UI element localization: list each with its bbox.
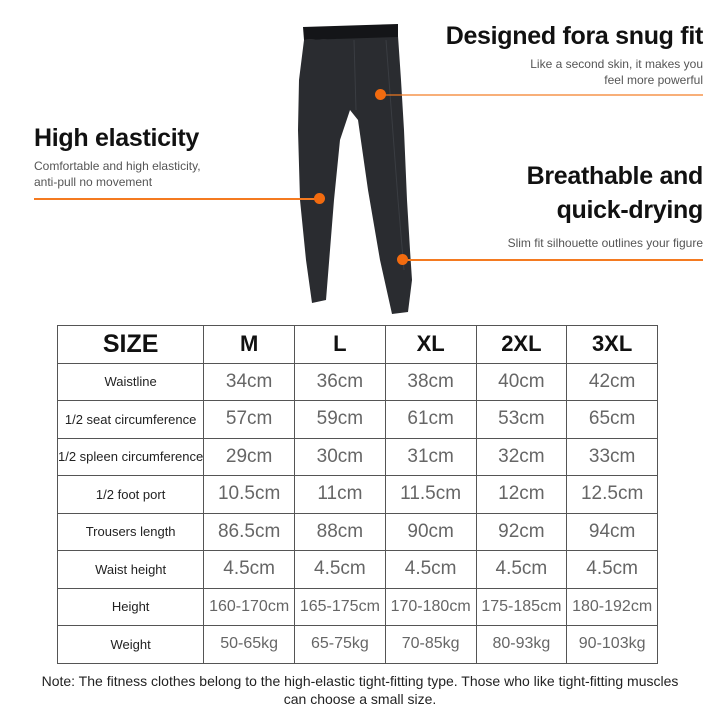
- table-cell: 92cm: [475, 512, 568, 551]
- table-cell: 12.5cm: [566, 475, 658, 514]
- row-label: Waistline: [56, 362, 205, 401]
- size-header-cell: XL: [384, 325, 477, 364]
- feature-title-elasticity: High elasticity: [34, 124, 199, 152]
- table-cell: 61cm: [384, 400, 477, 439]
- table-row: Waistline 34cm 36cm 38cm 40cm 42cm: [56, 362, 658, 401]
- table-cell: 30cm: [294, 437, 386, 476]
- table-cell: 33cm: [566, 437, 658, 476]
- feature-title-breathable: Breathable and: [526, 162, 704, 190]
- table-header-row: SIZE M L XL 2XL 3XL: [56, 325, 658, 364]
- table-cell: 86.5cm: [203, 512, 295, 551]
- table-cell: 160-170cm: [203, 587, 295, 626]
- table-cell: 80-93kg: [475, 625, 568, 664]
- table-cell: 40cm: [475, 362, 568, 401]
- feature-title-quick-drying: quick-drying: [556, 196, 704, 224]
- table-cell: 70-85kg: [384, 625, 477, 664]
- table-cell: 36cm: [294, 362, 386, 401]
- size-header-cell: L: [294, 325, 386, 364]
- leggings-image: [298, 24, 412, 314]
- desc-line: Comfortable and high elasticity,: [34, 159, 201, 173]
- row-label: Height: [56, 587, 205, 626]
- table-cell: 32cm: [475, 437, 568, 476]
- table-cell: 11cm: [294, 475, 386, 514]
- table-cell: 175-185cm: [475, 587, 568, 626]
- row-label: Weight: [56, 625, 205, 664]
- table-cell: 59cm: [294, 400, 386, 439]
- table-cell: 65-75kg: [294, 625, 386, 664]
- feature-desc-snug-fit: Like a second skin, it makes you feel mo…: [530, 56, 703, 88]
- row-label: 1/2 foot port: [56, 475, 205, 514]
- table-cell: 4.5cm: [566, 550, 658, 589]
- table-cell: 42cm: [566, 362, 658, 401]
- callout-line: [384, 94, 703, 96]
- size-chart-table: SIZE M L XL 2XL 3XL Waistline 34cm 36cm 38cm 40cm 4…: [56, 325, 658, 664]
- table-cell: 94cm: [566, 512, 658, 551]
- desc-line: Like a second skin, it makes you: [530, 57, 703, 71]
- table-cell: 12cm: [475, 475, 568, 514]
- table-cell: 4.5cm: [475, 550, 568, 589]
- table-cell: 4.5cm: [294, 550, 386, 589]
- table-cell: 29cm: [203, 437, 295, 476]
- feature-title-snug-fit: Designed fora snug fit: [445, 22, 704, 50]
- row-label: Trousers length: [56, 512, 205, 551]
- table-cell: 4.5cm: [384, 550, 477, 589]
- callout-dot: [397, 254, 408, 265]
- row-label: 1/2 seat circumference: [56, 400, 205, 439]
- table-cell: 180-192cm: [566, 587, 658, 626]
- table-row: 1/2 spleen circumference 29cm 30cm 31cm 32cm…: [56, 437, 658, 476]
- table-cell: 11.5cm: [384, 475, 477, 514]
- size-note: Note: The fitness clothes belong to the …: [41, 673, 679, 707]
- table-cell: 34cm: [203, 362, 295, 401]
- size-header-cell: M: [203, 325, 295, 364]
- table-cell: 90-103kg: [566, 625, 658, 664]
- table-cell: 90cm: [384, 512, 477, 551]
- desc-line: anti-pull no movement: [34, 175, 153, 189]
- table-cell: 53cm: [475, 400, 568, 439]
- table-cell: 65cm: [566, 400, 658, 439]
- table-cell: 170-180cm: [384, 587, 477, 626]
- table-row: Trousers length 86.5cm 88cm 90cm 92cm 94cm: [56, 512, 658, 551]
- feature-desc-breathable: Slim fit silhouette outlines your figure: [507, 236, 703, 250]
- table-cell: 88cm: [294, 512, 386, 551]
- feature-desc-elasticity: Comfortable and high elasticity, anti-pu…: [34, 158, 201, 190]
- callout-line: [404, 259, 703, 261]
- table-cell: 57cm: [203, 400, 295, 439]
- size-header-cell: 3XL: [566, 325, 658, 364]
- desc-line: feel more powerful: [604, 73, 703, 87]
- table-cell: 10.5cm: [203, 475, 295, 514]
- callout-dot: [375, 89, 386, 100]
- size-header-cell: 2XL: [475, 325, 568, 364]
- callout-line: [34, 198, 320, 200]
- table-row: 1/2 foot port 10.5cm 11cm 11.5cm 12cm 12.5cm: [56, 475, 658, 514]
- table-cell: 38cm: [384, 362, 477, 401]
- table-row: Weight 50-65kg 65-75kg 70-85kg 80-93kg 90-103…: [56, 625, 658, 664]
- table-row: Waist height 4.5cm 4.5cm 4.5cm 4.5cm 4.5cm: [56, 550, 658, 589]
- callout-dot: [314, 193, 325, 204]
- row-label: Waist height: [56, 550, 205, 589]
- row-label: 1/2 spleen circumference: [56, 437, 205, 476]
- size-label-header: SIZE: [56, 325, 205, 364]
- table-row: 1/2 seat circumference 57cm 59cm 61cm 53cm 65…: [56, 400, 658, 439]
- table-cell: 4.5cm: [203, 550, 295, 589]
- table-row: Height 160-170cm 165-175cm 170-180cm 175-185…: [56, 587, 658, 626]
- table-cell: 165-175cm: [294, 587, 386, 626]
- table-cell: 31cm: [384, 437, 477, 476]
- table-cell: 50-65kg: [203, 625, 295, 664]
